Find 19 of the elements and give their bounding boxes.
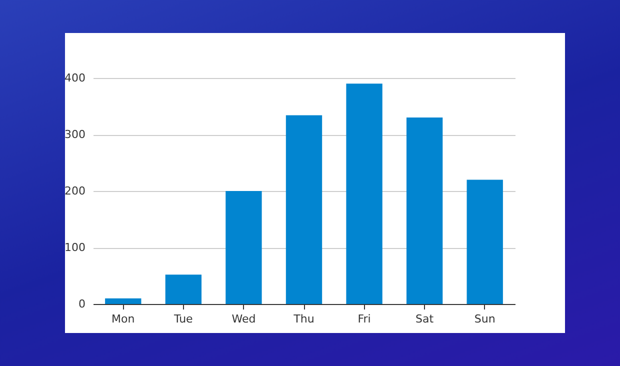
bar (165, 274, 202, 304)
x-tick-label: Wed (232, 312, 256, 326)
bar (105, 298, 142, 304)
y-tick-label: 0 (78, 298, 86, 310)
bar (406, 118, 443, 304)
bar (466, 180, 503, 304)
x-tick-label: Mon (112, 312, 135, 326)
x-tick-label: Sun (474, 312, 496, 326)
bar (226, 191, 262, 304)
x-tick-label: Fri (358, 312, 371, 326)
y-tick-label: 200 (64, 184, 86, 198)
x-tick-label: Tue (173, 312, 194, 326)
y-tick-label: 300 (64, 128, 86, 141)
x-tick-label: Sat (416, 312, 434, 326)
bar (346, 84, 382, 304)
y-tick-label: 400 (64, 72, 86, 84)
x-tick-label: Thu (292, 312, 314, 326)
y-tick-label: 100 (64, 241, 86, 254)
bar (286, 115, 322, 304)
